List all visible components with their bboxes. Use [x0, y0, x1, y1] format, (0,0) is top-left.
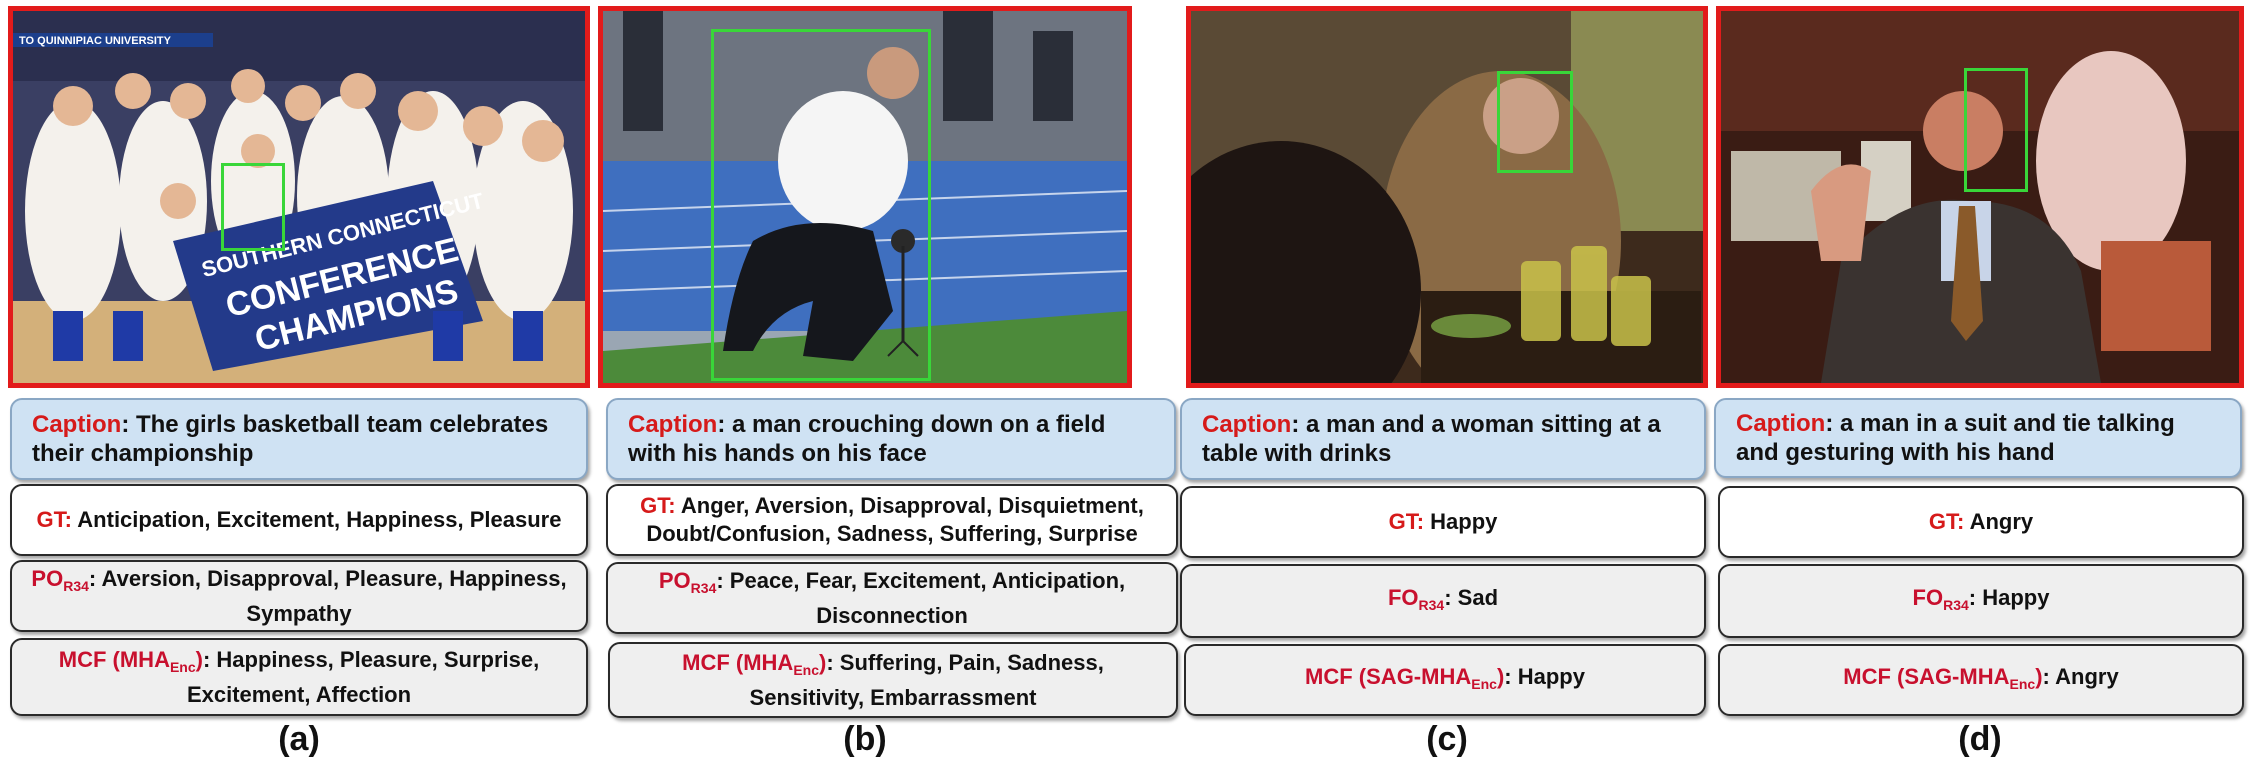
baseline-label: POR34 [658, 567, 717, 596]
panel-letter: (c) [1426, 720, 1468, 758]
mcf-label: MCF (MHAEnc) [58, 646, 203, 675]
gt-box: GT: Anger, Aversion, Disapproval, Disqui… [606, 484, 1178, 556]
baseline-text: : Aversion, Disapproval, Pleasure, Happi… [88, 565, 567, 626]
photo-man-in-suit [1716, 6, 2244, 388]
caption-box: Caption: a man and a woman sitting at a … [1180, 398, 1706, 480]
gt-text: Angry [1964, 509, 2034, 534]
panel-letter: (a) [278, 720, 320, 758]
caption-box: Caption: a man in a suit and tie talking… [1714, 398, 2242, 478]
mcf-text: : Angry [2042, 663, 2119, 689]
mcf-text: : Suffering, Pain, Sadness, Sensitivity,… [749, 649, 1104, 710]
gt-box: GT: Anticipation, Excitement, Happiness,… [10, 484, 588, 556]
mcf-prediction-box: MCF (MHAEnc): Suffering, Pain, Sadness, … [608, 642, 1178, 718]
mcf-prediction-box: MCF (MHAEnc): Happiness, Pleasure, Surpr… [10, 638, 588, 716]
caption-label: Caption [628, 411, 718, 438]
mcf-label: MCF (SAG-MHAEnc) [1305, 663, 1505, 692]
gt-text: Anger, Aversion, Disapproval, Disquietme… [646, 493, 1144, 546]
panel-letter: (d) [1958, 720, 2002, 758]
gt-box: GT: Angry [1718, 486, 2244, 558]
person-bounding-box [711, 29, 931, 381]
caption-text: : The girls basketball team celebrates t… [32, 411, 549, 467]
mcf-prediction-box: MCF (SAG-MHAEnc): Angry [1718, 644, 2244, 716]
caption-label: Caption [1736, 410, 1826, 437]
banner-top-text: TO QUINNIPIAC UNIVERSITY [19, 35, 172, 47]
caption-text: : a man crouching down on a field with h… [628, 411, 1106, 467]
gt-label: GT: [640, 493, 676, 518]
baseline-label: FOR34 [1387, 584, 1445, 613]
photo-bar-scene [1186, 6, 1708, 388]
baseline-label: FOR34 [1912, 584, 1969, 613]
gt-label: GT: [36, 507, 72, 532]
caption-text: : a man in a suit and tie talking and ge… [1736, 410, 2175, 466]
gt-text: Anticipation, Excitement, Happiness, Ple… [72, 507, 562, 532]
face-bounding-box [1497, 71, 1573, 173]
baseline-prediction-box: POR34: Peace, Fear, Excitement, Anticipa… [606, 562, 1178, 634]
mcf-text: : Happy [1504, 663, 1585, 689]
gt-text: Happy [1424, 509, 1498, 534]
baseline-text: : Sad [1444, 584, 1499, 610]
mcf-text: : Happiness, Pleasure, Surprise, Excitem… [186, 646, 540, 707]
mcf-prediction-box: MCF (SAG-MHAEnc): Happy [1184, 644, 1706, 716]
caption-label: Caption [1202, 411, 1292, 438]
baseline-prediction-box: FOR34: Sad [1180, 564, 1706, 638]
gt-label: GT: [1928, 509, 1965, 534]
caption-box: Caption: a man crouching down on a field… [606, 398, 1176, 480]
photo-crouching-man [598, 6, 1132, 388]
baseline-prediction-box: POR34: Aversion, Disapproval, Pleasure, … [10, 560, 588, 632]
baseline-text: : Peace, Fear, Excitement, Anticipation,… [716, 567, 1126, 628]
photo-basketball-team: TO QUINNIPIAC UNIVERSITY SOUTHERN CONNEC… [8, 6, 590, 388]
baseline-prediction-box: FOR34: Happy [1718, 564, 2244, 638]
gt-box: GT: Happy [1180, 486, 1706, 558]
baseline-text: : Happy [1968, 584, 2050, 610]
face-bounding-box [1964, 68, 2028, 192]
baseline-label: POR34 [31, 565, 89, 594]
mcf-label: MCF (SAG-MHAEnc) [1843, 663, 2043, 692]
caption-text: : a man and a woman sitting at a table w… [1202, 411, 1661, 467]
panel-letter: (b) [843, 720, 887, 758]
face-bounding-box [221, 163, 285, 251]
mcf-label: MCF (MHAEnc) [682, 649, 827, 678]
caption-label: Caption [32, 411, 122, 438]
gt-label: GT: [1388, 509, 1425, 534]
caption-box: Caption: The girls basketball team celeb… [10, 398, 588, 480]
